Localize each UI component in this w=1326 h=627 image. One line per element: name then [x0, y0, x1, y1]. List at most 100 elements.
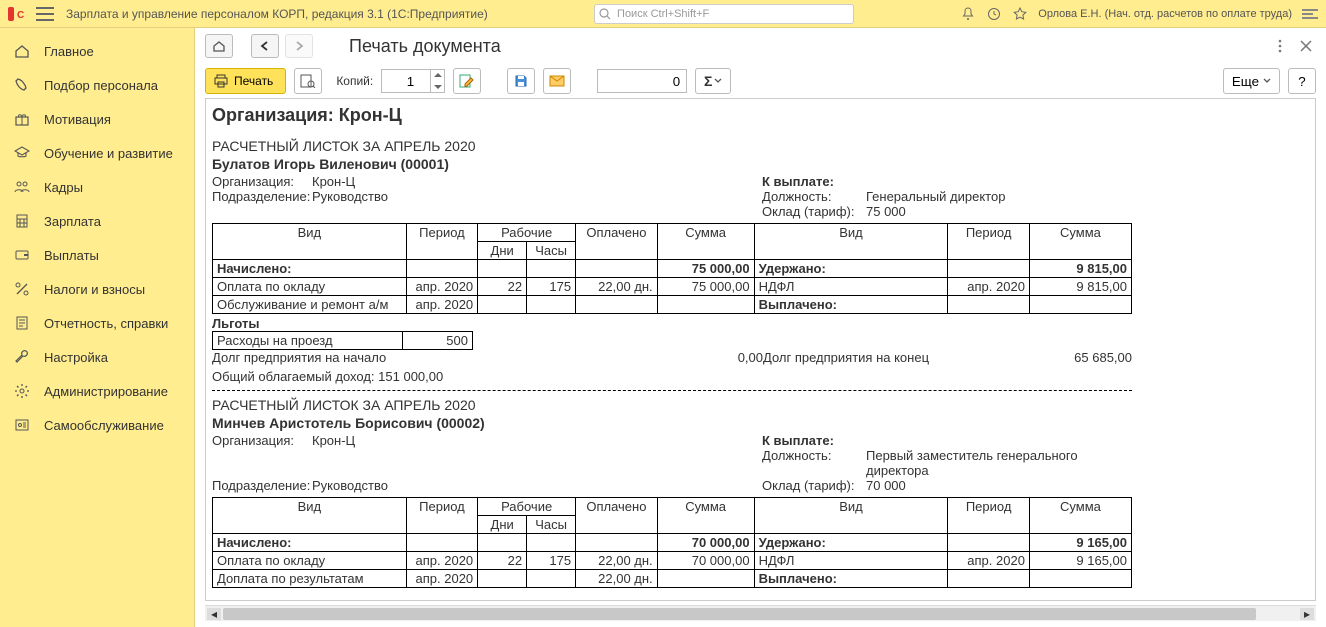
- history-icon[interactable]: [986, 6, 1002, 22]
- position-value: Генеральный директор: [866, 189, 1005, 204]
- global-search-input[interactable]: Поиск Ctrl+Shift+F: [594, 4, 854, 24]
- titlebar: C Зарплата и управление персоналом КОРП,…: [0, 0, 1326, 28]
- search-placeholder: Поиск Ctrl+Shift+F: [617, 8, 709, 20]
- scroll-right-icon[interactable]: ▸: [1300, 608, 1314, 620]
- payout-label: К выплате:: [762, 433, 866, 448]
- kebab-menu-icon[interactable]: [1270, 36, 1290, 56]
- payout-label: К выплате:: [762, 174, 866, 189]
- main-menu-icon[interactable]: [36, 7, 54, 21]
- sidebar-item-reports[interactable]: Отчетность, справки: [0, 306, 194, 340]
- sidebar-label: Выплаты: [44, 248, 99, 263]
- window-menu-icon[interactable]: [1302, 9, 1318, 19]
- content-header: Печать документа: [195, 28, 1326, 64]
- sidebar-item-taxes[interactable]: Налоги и взносы: [0, 272, 194, 306]
- report-icon: [12, 314, 32, 332]
- sidebar-item-settings[interactable]: Настройка: [0, 340, 194, 374]
- sidebar-item-payments[interactable]: Выплаты: [0, 238, 194, 272]
- org-value: Крон-Ц: [312, 433, 355, 448]
- preview-button[interactable]: [294, 68, 322, 94]
- graduation-icon: [12, 144, 32, 162]
- print-label: Печать: [234, 74, 273, 88]
- copies-label: Копий:: [336, 74, 373, 88]
- search-icon: [599, 8, 611, 23]
- oklad-value: 75 000: [866, 204, 906, 219]
- paid-label: Выплачено:: [754, 296, 948, 314]
- sidebar-item-recruit[interactable]: Подбор персонала: [0, 68, 194, 102]
- employee-name: Минчев Аристотель Борисович (00002): [212, 415, 1305, 431]
- benefits-table: Расходы на проезд500: [212, 331, 1132, 350]
- oklad-label: Оклад (тариф):: [762, 204, 866, 219]
- sidebar-item-training[interactable]: Обучение и развитие: [0, 136, 194, 170]
- row-dni: 22: [478, 278, 527, 296]
- debt-end-label: Долг предприятия на конец: [763, 350, 1032, 365]
- position-value: Первый заместитель генерального директор…: [866, 448, 1126, 478]
- sidebar-item-motivation[interactable]: Мотивация: [0, 102, 194, 136]
- phone-icon: [12, 76, 32, 94]
- oklad-label: Оклад (тариф):: [762, 478, 866, 493]
- current-user[interactable]: Орлова Е.Н. (Нач. отд. расчетов по оплат…: [1038, 8, 1292, 20]
- slip-title: РАСЧЕТНЫЙ ЛИСТОК ЗА АПРЕЛЬ 2020: [212, 138, 1305, 154]
- document-area[interactable]: Организация: Крон-Ц РАСЧЕТНЫЙ ЛИСТОК ЗА …: [205, 98, 1316, 601]
- sidebar-label: Кадры: [44, 180, 83, 195]
- th-chasy: Часы: [527, 242, 576, 260]
- row-sum: 75 000,00: [657, 278, 754, 296]
- save-button[interactable]: [507, 68, 535, 94]
- edit-button[interactable]: [453, 68, 481, 94]
- print-button[interactable]: Печать: [205, 68, 286, 94]
- forward-button[interactable]: [285, 34, 313, 58]
- sidebar-item-self[interactable]: Самообслуживание: [0, 408, 194, 442]
- gift-icon: [12, 110, 32, 128]
- sigma-button[interactable]: Σ: [695, 68, 731, 94]
- home-button[interactable]: [205, 34, 233, 58]
- row-period-r: апр. 2020: [948, 278, 1030, 296]
- back-button[interactable]: [251, 34, 279, 58]
- sidebar-label: Зарплата: [44, 214, 101, 229]
- employee-name: Булатов Игорь Виленович (00001): [212, 156, 1305, 172]
- th-summa2: Сумма: [1029, 224, 1131, 260]
- more-button[interactable]: Еще: [1223, 68, 1280, 94]
- dept-value: Руководство: [312, 189, 388, 204]
- sidebar-label: Самообслуживание: [44, 418, 164, 433]
- help-button[interactable]: ?: [1288, 68, 1316, 94]
- dept-label: Подразделение:: [212, 189, 312, 204]
- app-logo-icon: C: [8, 5, 30, 23]
- copies-input[interactable]: [381, 69, 431, 93]
- oklad-value: 70 000: [866, 478, 906, 493]
- withheld-total: 9 815,00: [1029, 260, 1131, 278]
- bell-icon[interactable]: [960, 6, 976, 22]
- benefits-title: Льготы: [212, 316, 1305, 331]
- page-title: Печать документа: [349, 36, 501, 57]
- total-income: Общий облагаемый доход: 151 000,00: [212, 369, 1305, 384]
- scroll-thumb[interactable]: [223, 608, 1256, 620]
- scroll-left-icon[interactable]: ◂: [207, 608, 221, 620]
- row-opl: 22,00 дн.: [576, 278, 658, 296]
- copies-spinner[interactable]: [431, 69, 445, 93]
- benefit-val: 500: [403, 332, 473, 350]
- people-icon: [12, 178, 32, 196]
- sidebar-item-salary[interactable]: Зарплата: [0, 204, 194, 238]
- benefit-name: Расходы на проезд: [213, 332, 403, 350]
- org-value: Крон-Ц: [312, 174, 355, 189]
- horizontal-scrollbar[interactable]: ◂ ▸: [205, 605, 1316, 621]
- payslip-table: Вид Период Рабочие Оплачено Сумма Вид Пе…: [212, 223, 1132, 314]
- th-oplacheno: Оплачено: [576, 224, 658, 260]
- close-button[interactable]: [1296, 36, 1316, 56]
- th-dni: Дни: [478, 242, 527, 260]
- sum-input[interactable]: [597, 69, 687, 93]
- sidebar-label: Настройка: [44, 350, 108, 365]
- sidebar-item-admin[interactable]: Администрирование: [0, 374, 194, 408]
- email-button[interactable]: [543, 68, 571, 94]
- home-icon: [12, 42, 32, 60]
- sidebar-item-hr[interactable]: Кадры: [0, 170, 194, 204]
- sidebar-label: Обучение и развитие: [44, 146, 173, 161]
- sidebar-label: Главное: [44, 44, 94, 59]
- sidebar-item-main[interactable]: Главное: [0, 34, 194, 68]
- org-title: Организация: Крон-Ц: [212, 105, 1305, 126]
- th-period: Период: [406, 224, 477, 260]
- th-summa: Сумма: [657, 224, 754, 260]
- star-icon[interactable]: [1012, 6, 1028, 22]
- self-icon: [12, 416, 32, 434]
- row-period: апр. 2020: [406, 296, 477, 314]
- sidebar-label: Администрирование: [44, 384, 168, 399]
- position-label: Должность:: [762, 189, 866, 204]
